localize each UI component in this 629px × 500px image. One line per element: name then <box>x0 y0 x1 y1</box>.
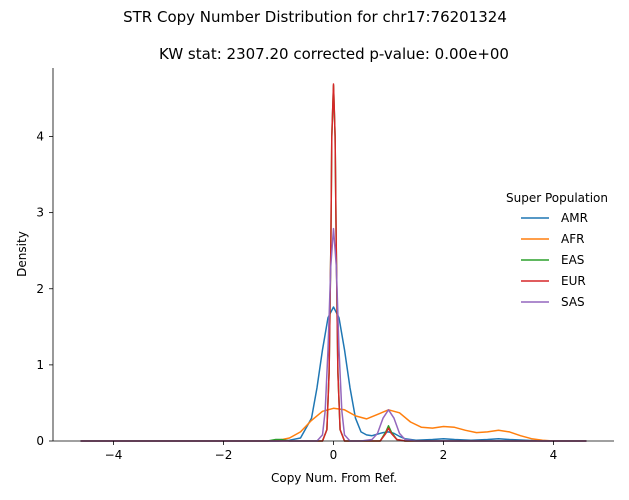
legend: Super Population AMR AFR EAS EUR SAS <box>506 191 608 309</box>
y-tick-label: 3 <box>36 206 44 220</box>
series-line-eas <box>80 84 587 442</box>
y-tick-label: 4 <box>36 130 44 144</box>
y-tick-label: 2 <box>36 282 44 296</box>
x-tick-label: 4 <box>550 448 558 462</box>
x-axis-label: Copy Num. From Ref. <box>271 471 397 485</box>
x-tick-label: −4 <box>105 448 123 462</box>
series-line-amr <box>80 306 587 442</box>
y-axis: 0 1 2 3 4 <box>36 68 54 448</box>
series-line-sas <box>80 227 587 442</box>
x-axis: −4 −2 0 2 4 <box>53 440 614 462</box>
legend-label-eur: EUR <box>561 274 586 288</box>
x-tick-label: −2 <box>215 448 233 462</box>
legend-label-sas: SAS <box>561 295 585 309</box>
y-tick-label: 0 <box>36 434 44 448</box>
y-tick-label: 1 <box>36 358 44 372</box>
chart-title: KW stat: 2307.20 corrected p-value: 0.00… <box>159 45 509 63</box>
plot-area <box>80 83 587 442</box>
x-tick-label: 0 <box>330 448 338 462</box>
legend-title: Super Population <box>506 191 608 205</box>
y-axis-label: Density <box>15 231 29 277</box>
legend-label-eas: EAS <box>561 253 584 267</box>
chart-suptitle: STR Copy Number Distribution for chr17:7… <box>123 8 507 26</box>
legend-label-afr: AFR <box>561 232 584 246</box>
series-line-eur <box>80 83 587 442</box>
legend-label-amr: AMR <box>561 211 588 225</box>
x-tick-label: 2 <box>440 448 448 462</box>
series-line-afr <box>80 407 587 442</box>
